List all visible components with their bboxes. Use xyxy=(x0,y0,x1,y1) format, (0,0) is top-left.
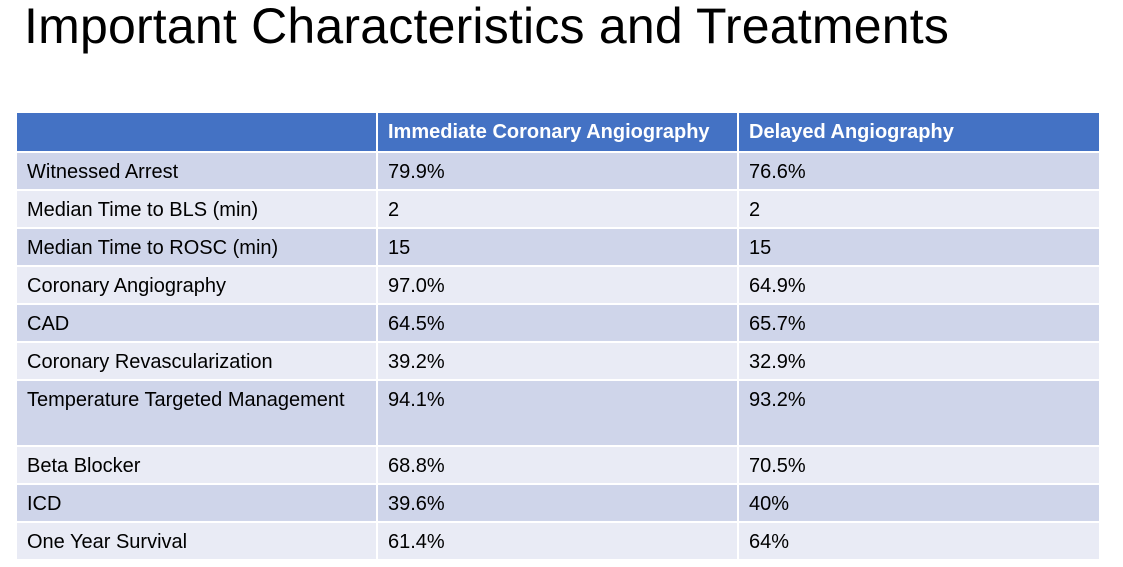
immediate-value: 68.8% xyxy=(376,445,739,485)
row-label: Median Time to ROSC (min) xyxy=(15,227,378,267)
table-row: One Year Survival 61.4% 64% xyxy=(15,521,1101,561)
row-label: One Year Survival xyxy=(15,521,378,561)
table-row: Coronary Angiography 97.0% 64.9% xyxy=(15,265,1101,305)
table-row: Median Time to BLS (min) 2 2 xyxy=(15,189,1101,229)
immediate-value: 79.9% xyxy=(376,151,739,191)
table-row: Temperature Targeted Management 94.1% 93… xyxy=(15,379,1101,447)
immediate-value: 39.6% xyxy=(376,483,739,523)
header-cell-immediate: Immediate Coronary Angiography xyxy=(376,111,739,153)
table-row: ICD 39.6% 40% xyxy=(15,483,1101,523)
row-label: Coronary Revascularization xyxy=(15,341,378,381)
table-row: Beta Blocker 68.8% 70.5% xyxy=(15,445,1101,485)
row-label: Median Time to BLS (min) xyxy=(15,189,378,229)
table-row: Coronary Revascularization 39.2% 32.9% xyxy=(15,341,1101,381)
row-label: ICD xyxy=(15,483,378,523)
table-row: Median Time to ROSC (min) 15 15 xyxy=(15,227,1101,267)
delayed-value: 64% xyxy=(737,521,1101,561)
row-label: Witnessed Arrest xyxy=(15,151,378,191)
immediate-value: 61.4% xyxy=(376,521,739,561)
immediate-value: 94.1% xyxy=(376,379,739,447)
delayed-value: 40% xyxy=(737,483,1101,523)
immediate-value: 39.2% xyxy=(376,341,739,381)
row-label: Temperature Targeted Management xyxy=(15,379,378,447)
delayed-value: 64.9% xyxy=(737,265,1101,305)
immediate-value: 64.5% xyxy=(376,303,739,343)
delayed-value: 15 xyxy=(737,227,1101,267)
table-header-row: Immediate Coronary Angiography Delayed A… xyxy=(15,111,1101,153)
row-label: CAD xyxy=(15,303,378,343)
slide-title: Important Characteristics and Treatments xyxy=(24,0,950,54)
delayed-value: 76.6% xyxy=(737,151,1101,191)
header-cell-blank xyxy=(15,111,378,153)
immediate-value: 97.0% xyxy=(376,265,739,305)
row-label: Beta Blocker xyxy=(15,445,378,485)
delayed-value: 70.5% xyxy=(737,445,1101,485)
delayed-value: 65.7% xyxy=(737,303,1101,343)
delayed-value: 32.9% xyxy=(737,341,1101,381)
row-label: Coronary Angiography xyxy=(15,265,378,305)
immediate-value: 15 xyxy=(376,227,739,267)
immediate-value: 2 xyxy=(376,189,739,229)
table-row: CAD 64.5% 65.7% xyxy=(15,303,1101,343)
delayed-value: 93.2% xyxy=(737,379,1101,447)
header-cell-delayed: Delayed Angiography xyxy=(737,111,1101,153)
characteristics-table: Immediate Coronary Angiography Delayed A… xyxy=(15,111,1101,561)
delayed-value: 2 xyxy=(737,189,1101,229)
table-row: Witnessed Arrest 79.9% 76.6% xyxy=(15,151,1101,191)
